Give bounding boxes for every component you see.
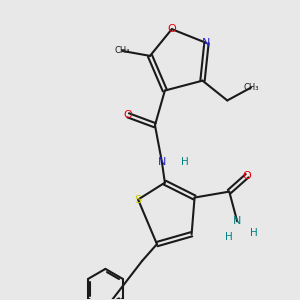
Text: CH₃: CH₃ <box>115 46 130 56</box>
Text: O: O <box>124 110 133 120</box>
Text: N: N <box>233 216 242 226</box>
Text: H: H <box>181 157 189 167</box>
Text: O: O <box>167 24 176 34</box>
Text: N: N <box>202 38 211 48</box>
Text: N: N <box>158 157 166 167</box>
Text: CH₃: CH₃ <box>243 83 259 92</box>
Text: H: H <box>225 232 233 242</box>
Text: H: H <box>250 228 258 238</box>
Text: O: O <box>243 171 251 181</box>
Text: S: S <box>134 194 142 205</box>
